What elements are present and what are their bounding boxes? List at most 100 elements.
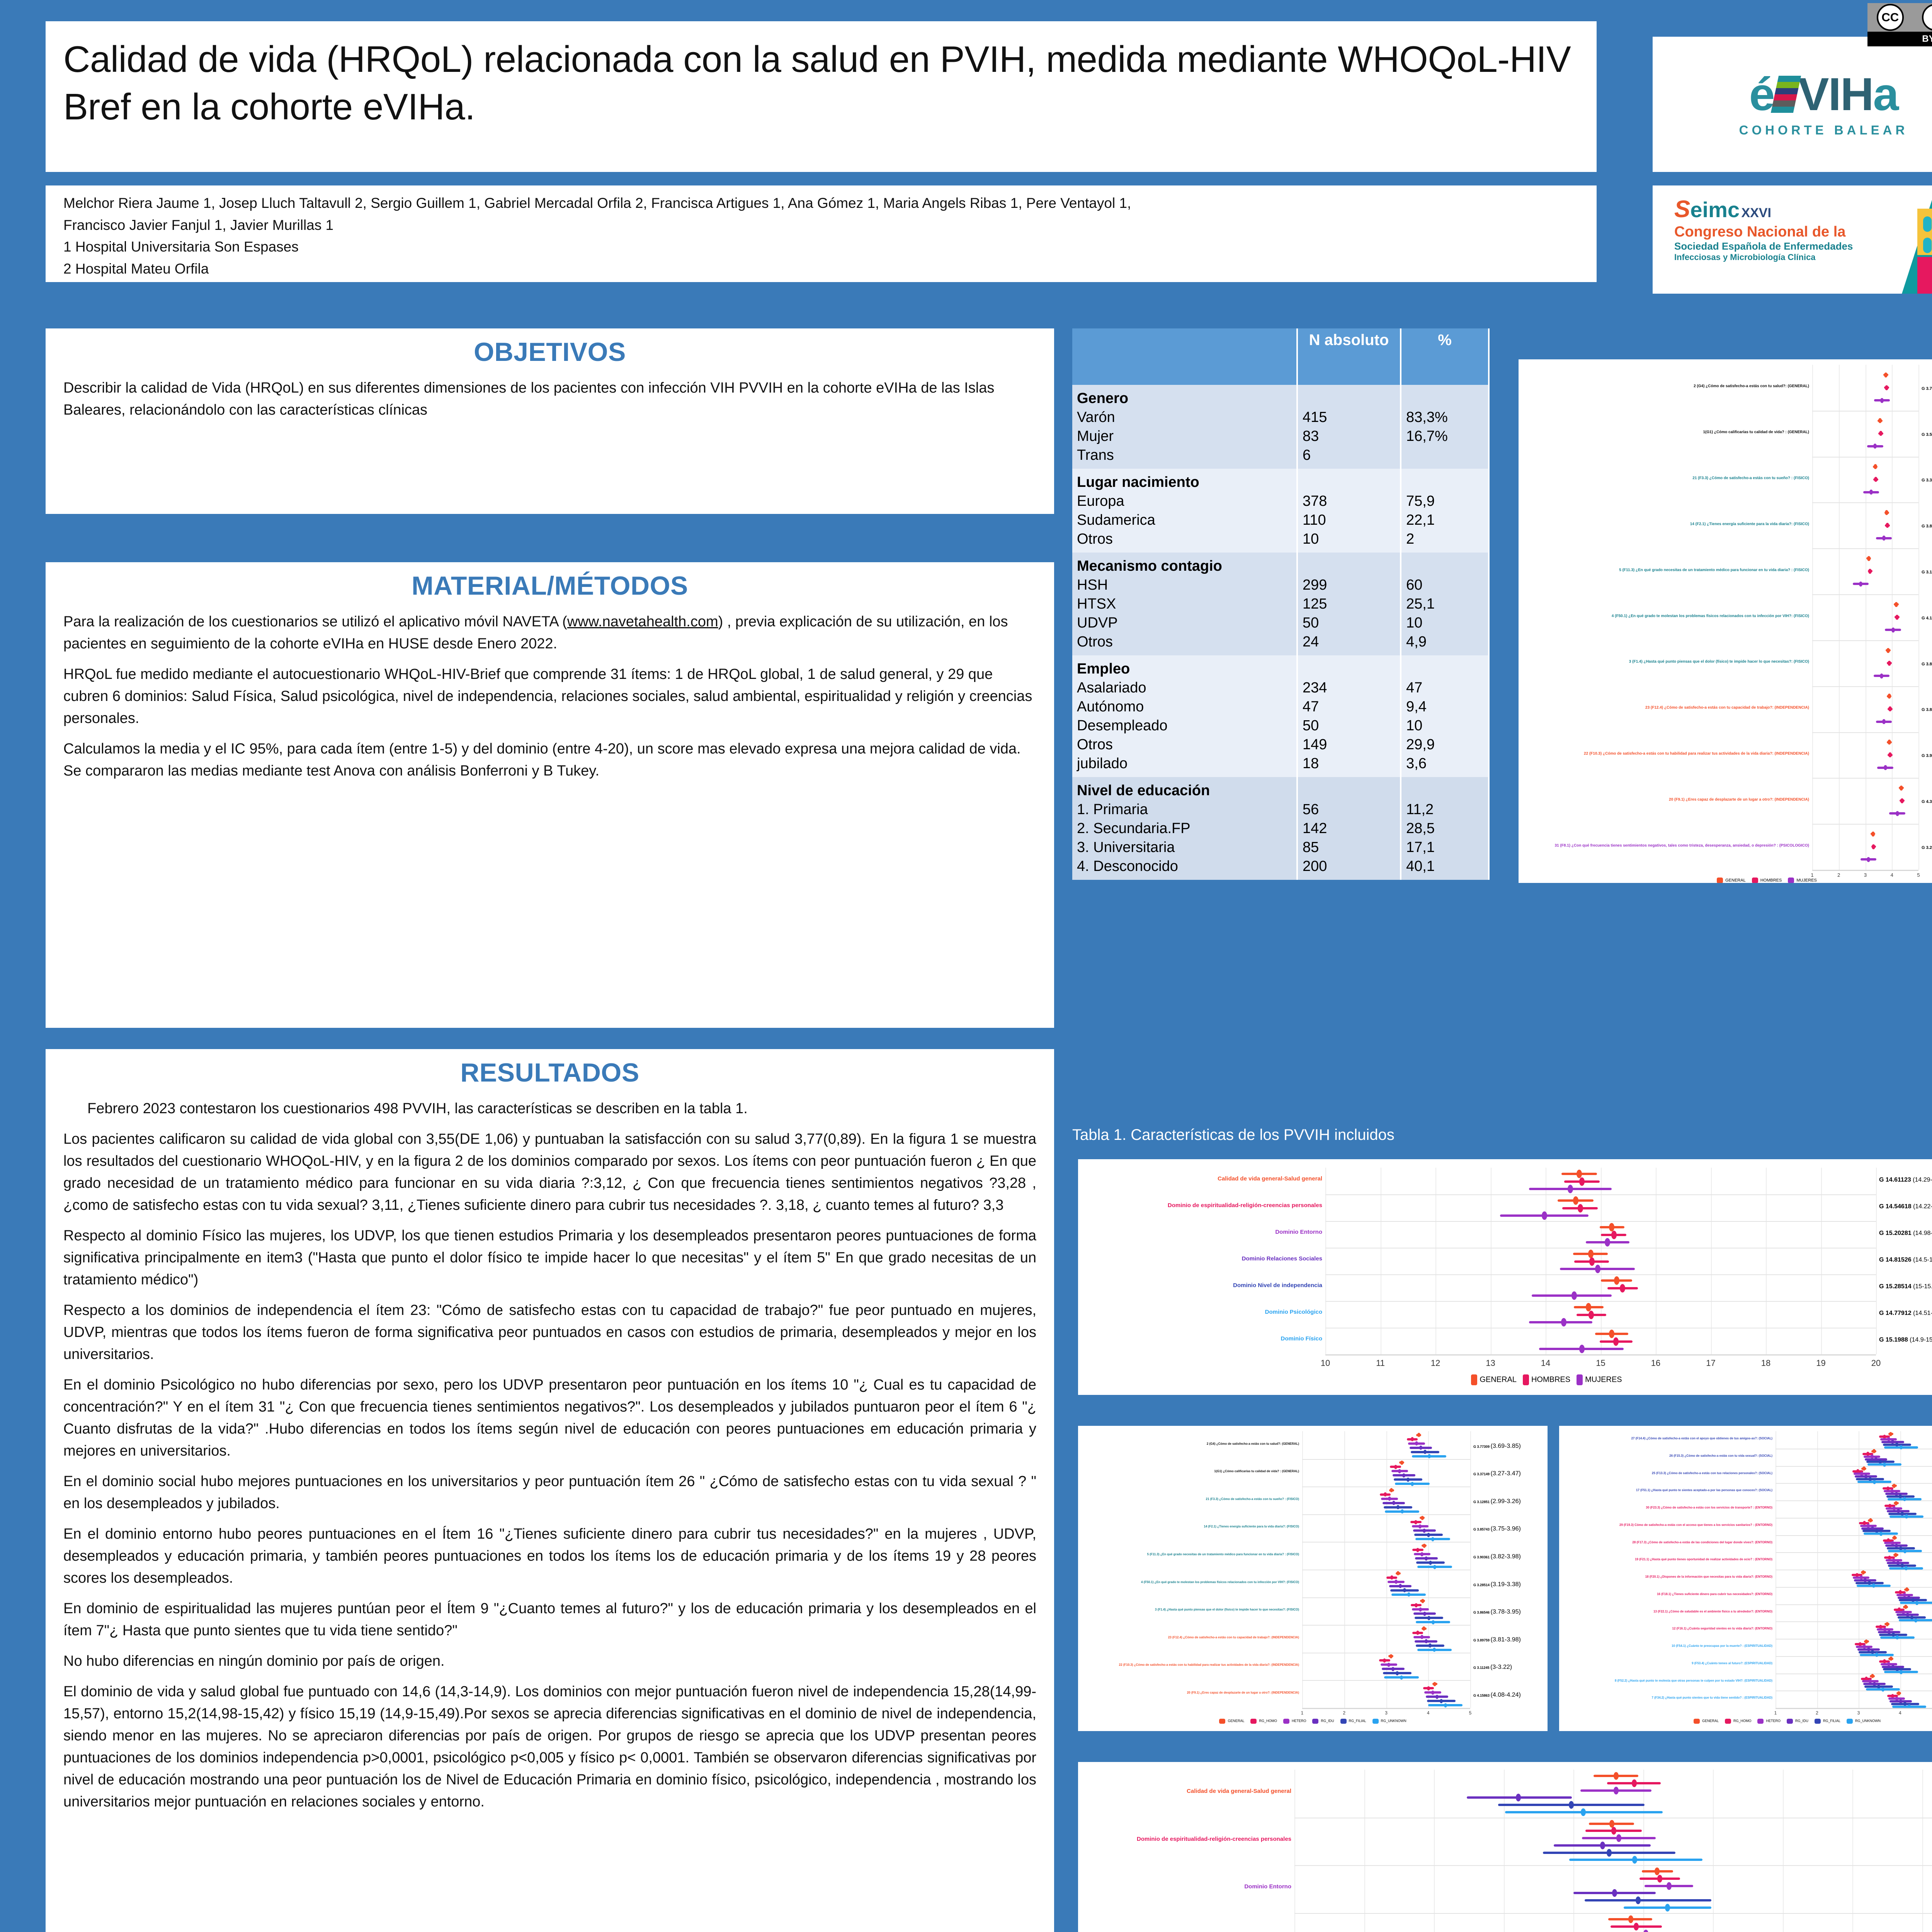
plot-row-divider — [1302, 1486, 1470, 1488]
point-estimate-marker — [1431, 1690, 1435, 1695]
point-estimate-marker — [1390, 1488, 1393, 1493]
row-label: Sudamerica — [1072, 511, 1298, 530]
row-pct: 10 — [1401, 716, 1490, 735]
confidence-interval-bar — [1864, 1454, 1881, 1459]
point-estimate-marker — [1882, 719, 1886, 724]
x-axis — [1776, 1708, 1932, 1709]
value-mean: G 3.28514 — [1922, 845, 1932, 850]
confidence-interval-bar — [1859, 1521, 1870, 1526]
legend-swatch — [1847, 1719, 1853, 1724]
x-axis — [1812, 870, 1918, 871]
point-estimate-marker — [1888, 1503, 1891, 1508]
resultados-paragraph-4: Respecto a los dominios de independencia… — [63, 1302, 1036, 1362]
grid-line — [1573, 1770, 1574, 1932]
value-mean: G 3.55422 — [1922, 432, 1932, 437]
point-estimate-marker — [1421, 1599, 1424, 1603]
confidence-interval-bar — [1414, 1532, 1443, 1537]
grid-line — [1918, 365, 1919, 870]
point-estimate-marker — [1901, 1512, 1904, 1516]
point-estimate-marker — [1879, 673, 1883, 679]
plot-row-label: Dominio Entorno — [1275, 1229, 1322, 1235]
confidence-interval-bar — [1428, 1703, 1463, 1708]
grid-line — [1876, 1168, 1877, 1354]
point-estimate-marker — [1416, 1548, 1420, 1552]
table-group-label: Lugar nacimiento — [1072, 469, 1298, 492]
plot-row-label: 2 (G4) ¿Cómo de satisfecho-a estás con t… — [1206, 1442, 1299, 1446]
table-row: jubilado 18 3,6 — [1072, 754, 1490, 773]
point-estimate-marker — [1411, 1437, 1414, 1442]
resultados-paragraph-3: Respecto al dominio Físico las mujeres, … — [63, 1228, 1036, 1288]
plot-row-divider — [1812, 548, 1918, 549]
value-mean: G 4.35542 — [1922, 799, 1932, 804]
row-pct: 9,4 — [1401, 697, 1490, 716]
table-row: Mujer 83 16,7% — [1072, 427, 1490, 446]
plot-row-divider — [1294, 1913, 1932, 1914]
confidence-interval-bar — [1388, 1654, 1394, 1658]
point-estimate-marker — [1396, 1571, 1400, 1576]
point-estimate-marker — [1665, 1903, 1670, 1912]
point-estimate-marker — [1571, 1291, 1577, 1300]
plot-row-label: 12 (F16.1) ¿Cuánta seguridad sientes en … — [1672, 1627, 1772, 1631]
confidence-interval-bar — [1412, 1548, 1423, 1552]
point-estimate-marker — [1420, 1515, 1424, 1520]
point-estimate-marker — [1899, 1494, 1902, 1499]
naveta-link[interactable]: www.navetahealth.com — [567, 614, 718, 630]
plot-row-label: 22 (F10.3) ¿Cómo de satisfecho-a estás c… — [1119, 1663, 1299, 1667]
table-row: 4. Desconocido 200 40,1 — [1072, 857, 1490, 876]
row-n: 50 — [1297, 614, 1401, 633]
confidence-interval-bar — [1856, 1645, 1873, 1649]
value-mean: G 4.15863 — [1473, 1693, 1490, 1697]
grid-line — [1812, 365, 1813, 870]
plot-row-divider — [1302, 1597, 1470, 1598]
row-label: HSH — [1072, 576, 1298, 595]
confidence-interval-bar — [1884, 1555, 1895, 1560]
confidence-interval-bar — [1391, 1592, 1426, 1597]
plot-value-label: G 4.16466 (4.06-4.27) — [1922, 614, 1932, 621]
value-ci: (3.69-3.85) — [1490, 1442, 1521, 1449]
confidence-interval-bar — [1860, 1653, 1894, 1657]
point-estimate-marker — [1609, 1330, 1614, 1338]
confidence-interval-bar — [1399, 1460, 1405, 1465]
legend-item: HOMBRES — [1752, 878, 1782, 883]
point-estimate-marker — [1875, 1529, 1878, 1533]
point-estimate-marker — [1414, 1520, 1418, 1524]
plot-row-divider — [1776, 1656, 1932, 1657]
table-group-row: Empleo — [1072, 655, 1490, 679]
point-estimate-marker — [1429, 1560, 1432, 1565]
point-estimate-marker — [1888, 752, 1892, 758]
row-label: 4. Desconocido — [1072, 857, 1298, 876]
plot-row-label: 14 (F2.1) ¿Tienes energía suficiente par… — [1204, 1525, 1299, 1529]
legend-swatch — [1372, 1719, 1379, 1724]
confidence-interval-bar — [1415, 1556, 1438, 1561]
confidence-interval-bar — [1641, 1867, 1673, 1876]
legend-swatch — [1788, 878, 1794, 883]
plot-row-divider — [1812, 594, 1918, 595]
confidence-interval-bar — [1899, 785, 1904, 791]
confidence-interval-bar — [1539, 1344, 1624, 1353]
table-spacer-row — [1072, 876, 1490, 880]
point-estimate-marker — [1895, 1501, 1898, 1505]
row-label: 2. Secundaria.FP — [1072, 819, 1298, 838]
point-estimate-marker — [1417, 1433, 1420, 1437]
x-axis-tick: 4 — [1899, 1710, 1901, 1716]
plot-row-divider — [1776, 1690, 1932, 1692]
plot-row-label: Dominio Relaciones Sociales — [1242, 1255, 1322, 1262]
row-n: 142 — [1297, 819, 1401, 838]
point-estimate-marker — [1388, 1497, 1391, 1501]
legend-item: GENERAL — [1693, 1719, 1719, 1724]
confidence-interval-bar — [1880, 1635, 1915, 1640]
confidence-interval-bar — [1866, 1687, 1900, 1692]
figure-3-items-riskgroup-a: 2 (G4) ¿Cómo de satisfecho-a estás con t… — [1078, 1426, 1548, 1731]
point-estimate-marker — [1870, 1454, 1874, 1459]
resultados-paragraph-9: No hubo diferencias en ningún dominio po… — [63, 1653, 445, 1669]
plot-row-divider — [1302, 1542, 1470, 1543]
legend-item: RG_IDU — [1312, 1719, 1334, 1724]
plot-row-divider — [1776, 1621, 1932, 1622]
table-row: Asalariado 234 47 — [1072, 679, 1490, 697]
cc-by-label: BY — [1922, 34, 1932, 44]
plot-value-label: G 3.28514 (3.19-3.38) — [1922, 844, 1932, 851]
creative-commons-badge: CC ⚹ $ = BY NC ND — [1867, 3, 1932, 46]
point-estimate-marker — [1905, 1514, 1908, 1519]
point-estimate-marker — [1867, 1647, 1870, 1652]
plot-row-divider — [1776, 1483, 1932, 1484]
